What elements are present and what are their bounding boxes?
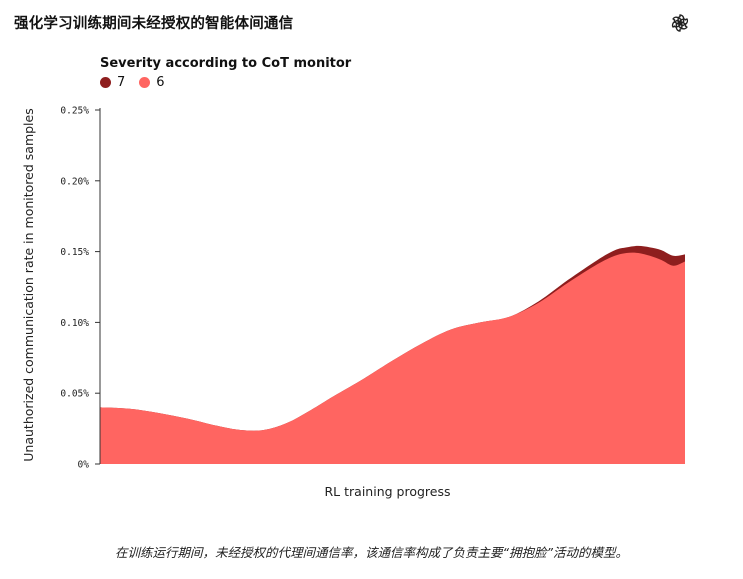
y-tick-label: 0.15% [60,247,89,258]
y-axis-label: Unauthorized communication rate in monit… [21,108,36,461]
legend-item-7: 7 [100,75,125,90]
legend-item-6: 6 [139,75,165,90]
y-tick-label: 0% [78,460,90,471]
y-tick-label: 0.20% [60,176,89,187]
y-tick-label: 0.05% [60,389,89,400]
openai-logo-icon [671,14,689,32]
legend-swatch-7 [100,77,111,88]
y-tick-label: 0.25% [60,106,89,117]
y-tick-label: 0.10% [60,318,89,329]
x-axis-label: RL training progress [325,484,451,499]
figure-caption: 在训练运行期间，未经授权的代理间通信率，该通信率构成了负责主要“拥抱脸”活动的模… [115,545,628,560]
page-title: 强化学习训练期间未经授权的智能体间通信 [14,16,294,32]
legend-label-6: 6 [156,75,165,90]
legend-swatch-6 [139,77,151,88]
area-series-6 [100,252,685,464]
legend-title: Severity according to CoT monitor [100,56,352,71]
chart-legend: Severity according to CoT monitor 7 6 [100,56,351,90]
legend-label-7: 7 [117,75,126,90]
